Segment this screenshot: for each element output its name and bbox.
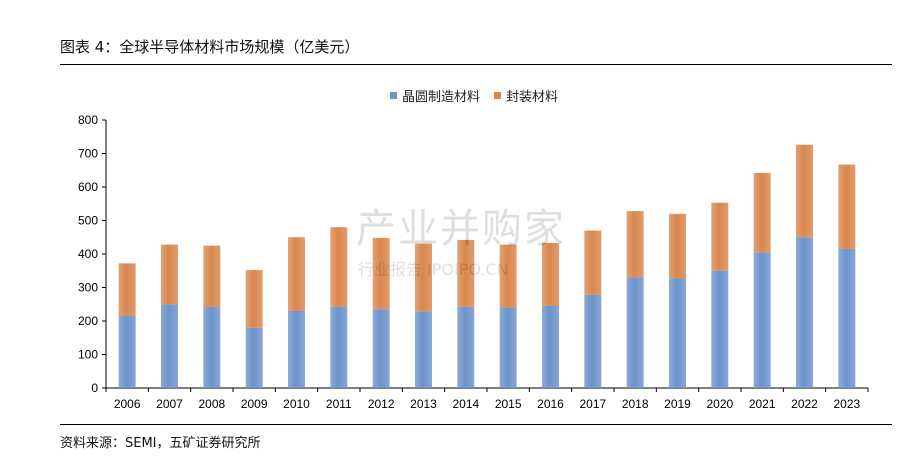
y-tick-label: 700 bbox=[78, 147, 98, 161]
legend-swatch-wafer bbox=[390, 92, 397, 99]
bar-packaging-2020 bbox=[711, 202, 729, 271]
watermark-sub: 行业报告 IPOIPO.CN bbox=[358, 260, 509, 279]
bar-wafer-2016 bbox=[542, 305, 559, 388]
x-tick-label: 2011 bbox=[326, 397, 352, 411]
watermark-main: 产业并购家 bbox=[356, 206, 566, 252]
bar-wafer-2014 bbox=[457, 306, 475, 388]
x-tick-label: 2007 bbox=[156, 397, 183, 411]
bar-wafer-2022 bbox=[796, 237, 813, 388]
bar-wafer-2012 bbox=[372, 309, 390, 388]
x-tick-label: 2023 bbox=[833, 397, 860, 411]
bar-packaging-2019 bbox=[669, 213, 686, 279]
bar-packaging-2008 bbox=[203, 245, 221, 307]
legend-label-packaging: 封装材料 bbox=[506, 90, 559, 105]
bar-wafer-2021 bbox=[753, 252, 771, 388]
y-tick-label: 300 bbox=[78, 281, 98, 295]
bar-packaging-2021 bbox=[753, 172, 771, 253]
bar-wafer-2007 bbox=[161, 304, 178, 388]
bar-wafer-2020 bbox=[711, 270, 729, 388]
bar-packaging-2010 bbox=[288, 237, 305, 311]
y-tick-label: 500 bbox=[78, 214, 98, 228]
x-tick-label: 2018 bbox=[622, 397, 649, 411]
y-tick-label: 600 bbox=[78, 180, 98, 194]
legend: 晶圆制造材料 封装材料 bbox=[390, 86, 572, 105]
bar-packaging-2007 bbox=[161, 244, 178, 305]
bar-wafer-2017 bbox=[584, 294, 602, 388]
x-tick-label: 2022 bbox=[791, 397, 818, 411]
legend-item-packaging: 封装材料 bbox=[494, 86, 558, 105]
x-tick-label: 2006 bbox=[114, 397, 141, 411]
y-tick-label: 800 bbox=[78, 113, 98, 127]
bar-wafer-2013 bbox=[415, 311, 432, 388]
y-tick-label: 0 bbox=[91, 381, 98, 395]
x-tick-label: 2015 bbox=[495, 397, 522, 411]
x-tick-label: 2012 bbox=[368, 397, 395, 411]
bar-packaging-2012 bbox=[372, 237, 390, 310]
x-tick-label: 2013 bbox=[410, 397, 437, 411]
bar-packaging-2017 bbox=[584, 230, 602, 295]
legend-label-wafer: 晶圆制造材料 bbox=[402, 90, 481, 105]
title-rule bbox=[60, 64, 892, 65]
legend-swatch-packaging bbox=[494, 92, 502, 99]
y-tick-label: 200 bbox=[78, 314, 98, 328]
bar-wafer-2019 bbox=[669, 278, 686, 388]
bar-wafer-2023 bbox=[838, 248, 856, 388]
bar-packaging-2011 bbox=[330, 227, 348, 307]
bar-packaging-2016 bbox=[542, 242, 559, 306]
x-tick-label: 2016 bbox=[537, 397, 564, 411]
bar-wafer-2010 bbox=[288, 310, 305, 388]
x-tick-label: 2009 bbox=[241, 397, 268, 411]
bar-wafer-2015 bbox=[499, 307, 517, 388]
x-tick-label: 2021 bbox=[749, 397, 776, 411]
bar-packaging-2014 bbox=[457, 239, 475, 307]
bar-wafer-2009 bbox=[245, 327, 263, 388]
bar-wafer-2018 bbox=[626, 277, 644, 388]
chart-title: 图表 4：全球半导体材料市场规模（亿美元） bbox=[60, 38, 360, 56]
source-note: 资料来源：SEMI，五矿证券研究所 bbox=[60, 436, 261, 451]
x-tick-label: 2014 bbox=[452, 397, 479, 411]
x-tick-label: 2020 bbox=[706, 397, 733, 411]
x-tick-label: 2017 bbox=[579, 397, 606, 411]
bar-packaging-2013 bbox=[415, 243, 432, 312]
bar-packaging-2015 bbox=[499, 244, 517, 308]
x-tick-label: 2010 bbox=[283, 397, 310, 411]
bar-wafer-2006 bbox=[118, 315, 136, 388]
bar-packaging-2018 bbox=[626, 211, 644, 278]
y-tick-label: 400 bbox=[78, 247, 98, 261]
bar-wafer-2011 bbox=[330, 306, 348, 388]
bar-packaging-2006 bbox=[118, 263, 136, 316]
y-tick-label: 100 bbox=[78, 348, 98, 362]
bar-wafer-2008 bbox=[203, 306, 221, 388]
x-tick-label: 2008 bbox=[198, 397, 225, 411]
legend-item-wafer: 晶圆制造材料 bbox=[390, 86, 480, 105]
bar-packaging-2009 bbox=[245, 270, 263, 328]
x-tick-label: 2019 bbox=[664, 397, 691, 411]
bar-packaging-2022 bbox=[796, 144, 813, 238]
bar-packaging-2023 bbox=[838, 164, 856, 249]
source-rule bbox=[60, 424, 892, 425]
